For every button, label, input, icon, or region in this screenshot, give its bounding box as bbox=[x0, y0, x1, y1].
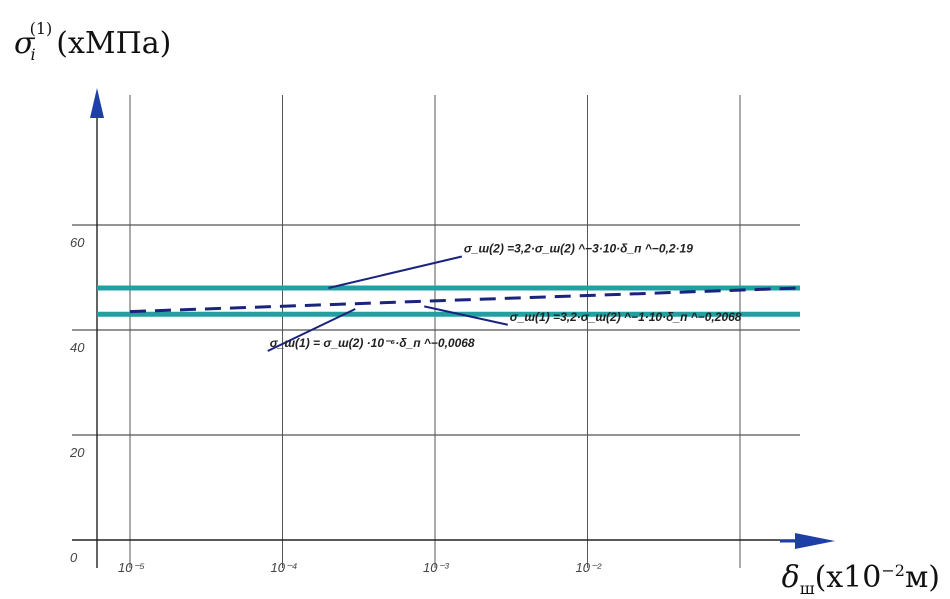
annotation-leader bbox=[424, 305, 508, 326]
x-tick-label: 10⁻⁵ bbox=[118, 560, 145, 575]
x-axis-arrow bbox=[795, 533, 835, 549]
annotation-leader bbox=[267, 308, 356, 352]
annotation-label: σ_ш(2) =3,2·σ_ш(2) ^−3·10·δ_п ^−0,2·19 bbox=[464, 242, 693, 256]
y-axis-label: σi(1) (xМПа) bbox=[14, 19, 172, 64]
y-tick-label: 40 bbox=[70, 340, 85, 355]
y-tick-label: 20 bbox=[69, 445, 85, 460]
x-tick-label: 10⁻² bbox=[576, 560, 602, 575]
annotation-leader bbox=[328, 255, 463, 289]
annotation-label: σ_ш(1) =3,2·σ_ш(2) ^−1·10·δ_п ^−0,2068 bbox=[510, 310, 742, 324]
dashed-series-line bbox=[129, 286, 801, 314]
y-tick-label: 60 bbox=[70, 235, 85, 250]
x-axis-label: δш(x10−2м) bbox=[781, 560, 940, 598]
x-tick-label: 10⁻⁴ bbox=[271, 560, 298, 575]
y-axis-arrow bbox=[90, 88, 104, 118]
x-tick-label: 10⁻³ bbox=[423, 560, 449, 575]
annotation-label: σ_ш(1) = σ_ш(2) ·10⁻⁶·δ_п ^−0,0068 bbox=[270, 336, 475, 350]
y-tick-label: 0 bbox=[70, 550, 78, 565]
